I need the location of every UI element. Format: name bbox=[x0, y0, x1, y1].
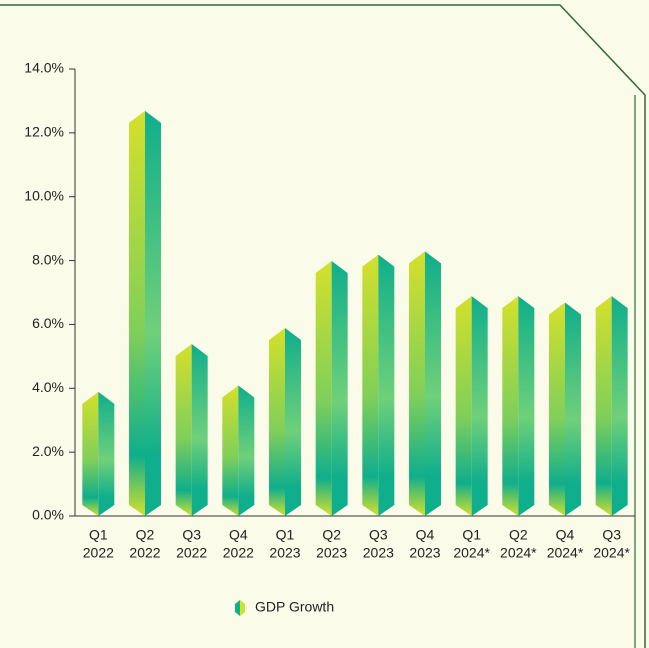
bar-right-face bbox=[565, 302, 581, 516]
x-tick-label: 2024* bbox=[593, 545, 630, 561]
x-tick-label: 2024* bbox=[453, 545, 490, 561]
bar-right-face bbox=[611, 296, 628, 516]
bar-left-face bbox=[362, 254, 379, 517]
x-tick-label: 2024* bbox=[500, 545, 537, 561]
bar-right-face bbox=[191, 343, 208, 516]
x-tick-label: 2022 bbox=[176, 545, 207, 561]
bar-right-face bbox=[145, 110, 161, 517]
bar-left-face bbox=[595, 296, 612, 516]
bar bbox=[315, 260, 348, 516]
y-tick-label: 12.0% bbox=[24, 124, 64, 140]
x-tick-label: 2023 bbox=[363, 545, 394, 561]
bar-left-face bbox=[455, 296, 472, 516]
bar bbox=[595, 296, 628, 516]
bar-left-face bbox=[222, 385, 239, 516]
bar-right-face bbox=[518, 296, 535, 516]
bar bbox=[362, 254, 395, 517]
bar bbox=[409, 251, 441, 516]
bar bbox=[222, 385, 255, 516]
bar-left-face bbox=[82, 391, 99, 516]
y-tick-label: 10.0% bbox=[24, 187, 64, 203]
x-tick-label: Q3 bbox=[369, 527, 388, 543]
bar-right-face bbox=[98, 391, 115, 516]
x-tick-label: Q2 bbox=[322, 527, 341, 543]
x-tick-label: Q2 bbox=[509, 527, 528, 543]
x-tick-label: 2023 bbox=[316, 545, 347, 561]
x-tick-label: Q2 bbox=[136, 527, 155, 543]
bar-right-face bbox=[425, 251, 441, 516]
y-tick-label: 0.0% bbox=[32, 507, 64, 523]
bar bbox=[549, 302, 581, 516]
x-tick-label: 2022 bbox=[129, 545, 160, 561]
bar bbox=[129, 110, 161, 517]
x-tick-label: Q3 bbox=[182, 527, 201, 543]
x-tick-label: 2023 bbox=[409, 545, 440, 561]
bar-right-face bbox=[285, 328, 301, 516]
bar bbox=[82, 391, 115, 516]
y-tick-label: 6.0% bbox=[32, 315, 64, 331]
legend-swatch-right bbox=[240, 600, 245, 616]
bar-right-face bbox=[331, 260, 348, 516]
x-tick-label: 2022 bbox=[223, 545, 254, 561]
bar bbox=[455, 296, 488, 516]
x-tick-label: 2024* bbox=[547, 545, 584, 561]
bar-right-face bbox=[238, 385, 255, 516]
y-tick-label: 8.0% bbox=[32, 251, 64, 267]
bar bbox=[502, 296, 535, 516]
y-tick-label: 14.0% bbox=[24, 60, 64, 76]
x-tick-label: Q1 bbox=[89, 527, 108, 543]
bar-left-face bbox=[409, 251, 425, 516]
bar-left-face bbox=[129, 110, 145, 517]
x-tick-label: Q4 bbox=[556, 527, 575, 543]
bar bbox=[269, 328, 301, 516]
bar-left-face bbox=[269, 328, 285, 516]
bar-right-face bbox=[378, 254, 395, 517]
bar-left-face bbox=[175, 343, 192, 516]
x-tick-label: 2023 bbox=[269, 545, 300, 561]
bar-left-face bbox=[315, 260, 332, 516]
x-tick-label: 2022 bbox=[83, 545, 114, 561]
legend-label: GDP Growth bbox=[255, 599, 334, 615]
legend-swatch-left bbox=[235, 600, 240, 616]
y-tick-label: 2.0% bbox=[32, 443, 64, 459]
bar-left-face bbox=[502, 296, 519, 516]
bar-left-face bbox=[549, 302, 565, 516]
x-tick-label: Q3 bbox=[602, 527, 621, 543]
x-tick-label: Q1 bbox=[276, 527, 295, 543]
bar-right-face bbox=[471, 296, 488, 516]
bar bbox=[175, 343, 208, 516]
y-tick-label: 4.0% bbox=[32, 379, 64, 395]
x-tick-label: Q1 bbox=[462, 527, 481, 543]
x-tick-label: Q4 bbox=[229, 527, 248, 543]
x-tick-label: Q4 bbox=[416, 527, 435, 543]
frame bbox=[0, 4, 646, 648]
